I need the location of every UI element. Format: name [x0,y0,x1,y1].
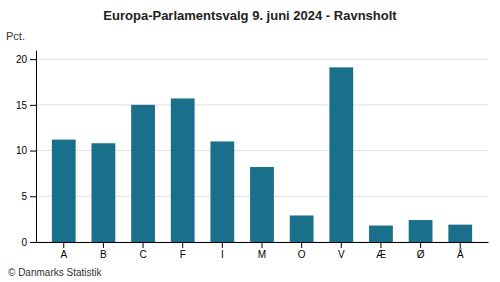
tick-label: Å [457,248,464,260]
bar [369,226,393,242]
bars [52,67,472,242]
tick-mark [30,196,36,197]
y-tick: 20 [16,54,36,65]
tick-mark [30,105,36,106]
tick-mark [30,59,36,60]
grid [36,59,488,242]
tick-label: V [338,249,345,260]
tick-label: 15 [16,100,28,111]
x-tick: C [139,242,146,260]
bar [290,215,314,242]
bar [52,140,76,242]
tick-mark [182,242,183,248]
tick-mark [301,242,302,248]
y-tick: 10 [16,145,36,156]
tick-label: O [298,249,306,260]
tick-label: M [258,249,266,260]
axis-label: Pct. [6,30,25,42]
x-axis: ABCFIMOVÆØÅ [37,242,489,260]
x-tick: Æ [376,242,386,260]
x-tick: I [221,242,224,260]
tick-label: 5 [21,191,27,202]
y-tick: 15 [16,100,36,111]
tick-label: 0 [21,237,27,248]
x-tick: Å [457,242,464,260]
tick-label: B [100,249,107,260]
tick-mark [143,242,144,248]
y-tick: 0 [21,237,36,248]
footer: © Danmarks Statistik [8,267,103,278]
x-tick: B [100,242,107,260]
bar [92,143,116,242]
x-tick: V [338,242,345,260]
axis-line [36,51,37,243]
tick-label: F [180,249,186,260]
x-tick: F [180,242,186,260]
tick-label: I [221,249,224,260]
y-axis: 0 5 10 15 20 [16,51,37,248]
y-tick: 5 [21,191,36,202]
x-tick: O [298,242,306,260]
grid-line [36,104,488,105]
tick-mark [420,242,421,248]
x-tick: A [60,242,67,260]
tick-mark [460,242,461,248]
tick-mark [380,242,381,248]
tick-label: A [60,249,67,260]
plot: 0 5 10 15 20 A B C F I M O V Æ Ø Å [16,51,489,261]
tick-label: Ø [417,249,425,260]
tick-mark [30,242,36,243]
tick-label: 20 [16,54,28,65]
grid-line [36,59,488,60]
tick-label: Æ [376,249,386,260]
tick-mark [30,151,36,152]
bar [250,167,274,242]
x-tick: Ø [417,242,425,260]
bar [448,225,472,242]
tick-mark [262,242,263,248]
tick-mark [341,242,342,248]
tick-label: C [139,249,146,260]
title: Europa-Parlamentsvalg 9. juni 2024 - Rav… [103,8,397,23]
x-tick: M [258,242,266,260]
bar [329,67,353,242]
bar [171,98,195,242]
bar [131,105,155,242]
tick-mark [222,242,223,248]
tick-label: 10 [16,145,28,156]
chart: Europa-Parlamentsvalg 9. juni 2024 - Rav… [0,0,500,282]
bar [409,220,433,242]
tick-mark [63,242,64,248]
tick-mark [103,242,104,248]
bar [210,141,234,242]
